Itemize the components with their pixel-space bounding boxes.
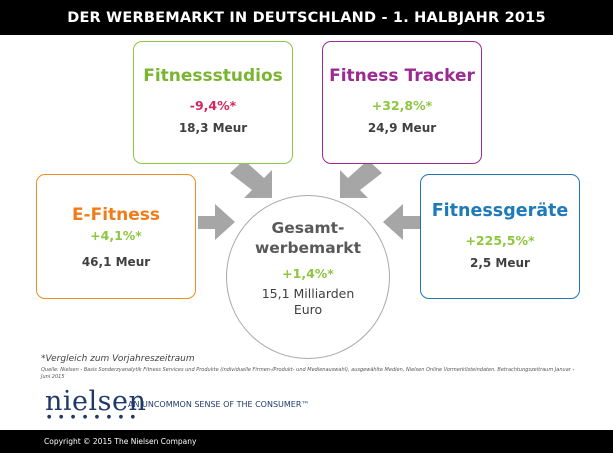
total-title-line1: Gesamt- (271, 219, 345, 237)
total-title-line2: werbemarkt (254, 239, 362, 257)
page-title: DER WERBEMARKT IN DEUTSCHLAND - 1. HALBJ… (67, 9, 546, 26)
segment-value: 2,5 Meur (470, 256, 530, 270)
arrow-geraete-icon (383, 204, 420, 240)
segment-value: 18,3 Meur (178, 121, 248, 135)
arrow-efitness-icon (198, 204, 235, 240)
total-change: +1,4%* (282, 266, 334, 281)
segment-change: -9,4%* (189, 98, 237, 113)
nielsen-logo: nielsen (45, 386, 147, 417)
header-bar: DER WERBEMARKT IN DEUTSCHLAND - 1. HALBJ… (0, 0, 613, 35)
arrow-studios-icon (230, 160, 272, 198)
logo-dots-icon: ● ● ● ● ● ● ● ● (47, 414, 139, 420)
segment-value: 24,9 Meur (367, 121, 437, 135)
segment-title: Fitnessgeräte (431, 201, 569, 221)
segment-title: E-Fitness (71, 205, 161, 225)
total-market-circle: Gesamt- werbemarkt +1,4%* 15,1 Milliarde… (226, 195, 390, 359)
footer-bar: Copyright © 2015 The Nielsen Company (0, 430, 613, 453)
footnote: *Vergleich zum Vorjahreszeitraum (41, 354, 195, 364)
copyright-text: Copyright © 2015 The Nielsen Company (44, 437, 197, 446)
segment-value: 46,1 Meur (81, 255, 151, 269)
segment-change: +32,8%* (371, 98, 433, 113)
segment-change: +4,1%* (90, 228, 142, 243)
total-value-line2: Euro (293, 302, 323, 317)
logo-tagline: AN UNCOMMON SENSE OF THE CONSUMER™ (128, 400, 310, 409)
segment-title: Fitness Tracker (329, 66, 475, 86)
total-market-title: Gesamt- werbemarkt (227, 218, 389, 258)
segment-change: +225,5%* (465, 233, 535, 248)
arrow-tracker-icon (340, 160, 382, 198)
segment-box-e-fitness: E-Fitness +4,1%* 46,1 Meur (36, 174, 196, 299)
segment-title: Fitnessstudios (143, 66, 283, 86)
total-value-line1: 15,1 Milliarden (261, 286, 355, 301)
segment-box-fitnessgeraete: Fitnessgeräte +225,5%* 2,5 Meur (420, 174, 580, 299)
total-value: 15,1 Milliarden Euro (227, 286, 389, 318)
source-text: Quelle: Nielsen - Basis Sonderzyanalytik… (41, 367, 575, 380)
segment-box-fitness-tracker: Fitness Tracker +32,8%* 24,9 Meur (322, 41, 482, 164)
segment-box-fitnessstudios: Fitnessstudios -9,4%* 18,3 Meur (133, 41, 293, 164)
